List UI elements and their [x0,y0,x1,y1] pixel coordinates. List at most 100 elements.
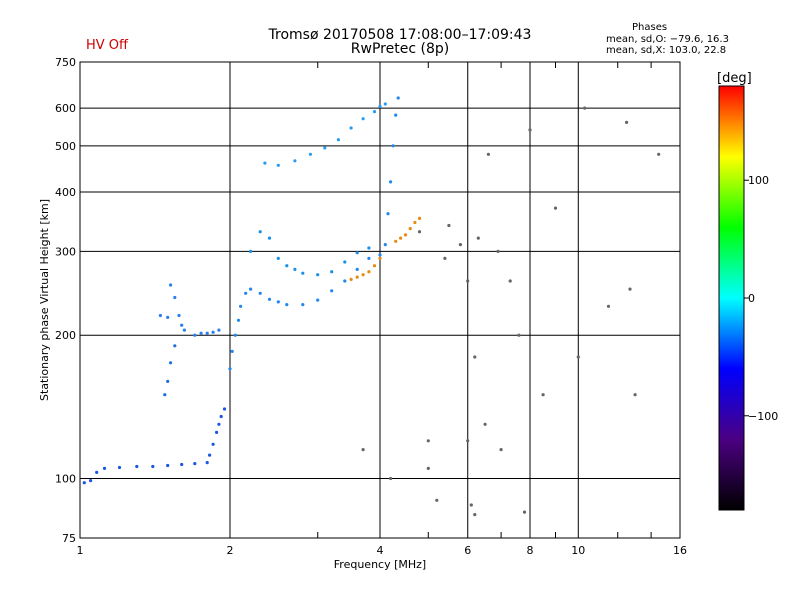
data-point [426,439,430,443]
data-point [426,466,430,470]
data-point [394,239,398,243]
data-point [316,273,320,277]
data-point [276,163,280,167]
hv-status-label: HV Off [86,38,128,53]
data-point [208,453,212,457]
data-point [166,315,170,319]
data-point [336,138,340,142]
data-point [89,479,93,483]
data-point [389,476,393,481]
data-point [399,236,403,240]
data-point [117,465,122,470]
colorbar-tick-label: −100 [748,410,778,423]
data-point [236,318,241,322]
data-point [408,227,412,231]
data-point [349,277,353,281]
data-point [657,152,661,156]
data-point [355,275,359,279]
data-point [323,146,327,150]
series-o-trace-f-region [228,96,400,371]
data-point [394,113,398,117]
y-tick-label: 200 [55,329,76,342]
data-point [508,279,512,283]
data-point [82,481,86,485]
data-point [476,236,480,240]
phases-o-stats: mean, sd,O: −79.6, 16.3 [606,34,729,45]
data-point [267,236,272,240]
data-point [249,287,253,291]
data-point [205,461,209,465]
data-point [417,216,422,220]
data-point [499,448,503,452]
data-point [233,333,237,337]
data-point [486,152,490,156]
y-tick-label: 300 [55,245,76,258]
series-noise [361,106,661,517]
data-point [473,513,477,517]
data-point [469,503,473,507]
data-point [378,104,382,108]
data-point [285,264,289,268]
data-point [217,328,221,332]
data-point [378,253,382,257]
data-point [258,291,262,295]
x-tick-label: 10 [571,544,585,557]
data-point [180,323,184,327]
x-tick-label: 6 [464,544,471,557]
data-point [330,270,334,274]
data-point [293,159,297,163]
x-tick-label: 1 [77,544,84,557]
phases-title: Phases [632,22,668,33]
data-point [263,161,267,165]
data-point [228,367,232,371]
data-point [301,303,305,307]
data-point [633,393,637,397]
series-o-trace-lower-e-region- [82,407,227,485]
data-point [361,117,365,121]
data-point [628,287,632,291]
data-point [541,393,545,397]
data-point [293,267,297,271]
data-point [151,464,155,469]
chart-subtitle: RwPretec (8p) [350,41,450,57]
data-point [102,466,107,470]
data-point [466,279,470,283]
data-point [163,393,167,397]
data-point [435,498,439,502]
data-point [158,313,162,318]
data-point [383,102,387,106]
data-point [522,510,527,514]
data-point [576,355,580,359]
data-point [222,407,227,411]
data-point [211,442,215,446]
data-point [205,331,209,335]
data-point [403,233,408,237]
data-point [378,256,382,260]
y-tick-label: 500 [55,140,76,153]
series-o-trace-f-upper-branch [249,230,371,277]
data-point [177,313,181,318]
data-point [308,152,312,156]
data-point [249,249,253,253]
data-point [276,256,280,260]
data-point [343,260,347,264]
data-point [389,180,393,184]
data-point [517,333,521,337]
data-point [466,439,470,443]
data-point [606,304,611,308]
data-point [95,470,99,474]
y-tick-label: 75 [62,532,76,545]
data-point [372,264,377,268]
data-point [355,267,359,271]
data-point [625,120,629,124]
data-point [217,422,221,426]
data-point [443,256,447,260]
data-point [343,279,347,283]
data-point [391,144,395,148]
data-point [330,289,334,293]
data-point [182,328,186,332]
chart-title: Tromsø 20170508 17:08:00–17:09:43 [268,27,532,43]
series-o-trace-isolated-low [163,344,177,397]
data-point [367,256,371,260]
